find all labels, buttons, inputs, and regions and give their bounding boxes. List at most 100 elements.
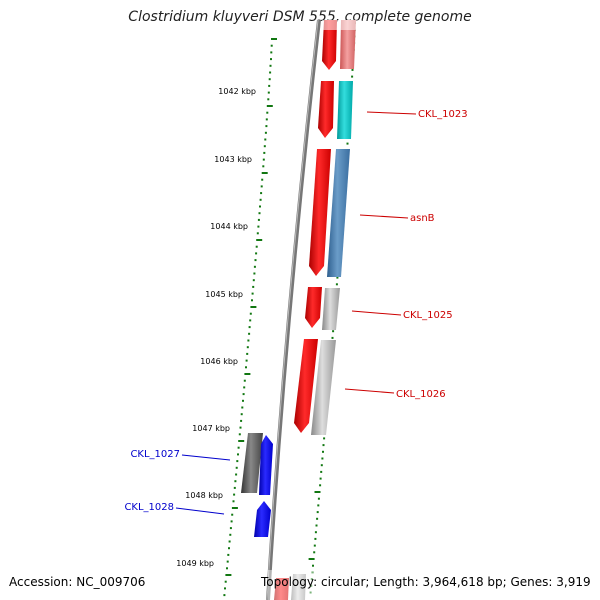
minor-tick — [246, 346, 249, 349]
minor-tick — [226, 567, 228, 570]
minor-tick — [235, 473, 238, 476]
minor-tick — [253, 265, 256, 268]
minor-tick — [263, 151, 266, 154]
minor-tick — [313, 551, 316, 554]
minor-tick — [259, 205, 261, 208]
minor-tick — [243, 386, 246, 389]
minor-tick — [229, 527, 232, 530]
minor-tick — [240, 413, 243, 416]
genome-stats-text: Topology: circular; Length: 3,964,618 bp… — [261, 575, 591, 589]
genome-backbone — [266, 19, 321, 600]
minor-tick — [246, 352, 249, 355]
minor-tick — [332, 330, 335, 333]
gene-feature-asnb[interactable] — [327, 149, 350, 277]
minor-tick — [317, 504, 320, 507]
minor-tick — [249, 319, 252, 322]
minor-tick — [309, 591, 312, 594]
cds-feature-ckl-1023[interactable] — [318, 81, 334, 138]
major-tick — [256, 239, 263, 241]
minor-tick — [322, 450, 324, 453]
cds-feature-asnb[interactable] — [309, 149, 331, 276]
cds-feature-ckl-1025[interactable] — [305, 287, 322, 328]
minor-tick — [251, 292, 254, 295]
gene-feature-ckl-1027[interactable] — [241, 433, 263, 493]
ruler-label-1049: 1049 kbp — [176, 559, 214, 568]
minor-tick — [260, 192, 263, 195]
gene-feature-ckl-1025[interactable] — [322, 288, 340, 330]
ruler-label-1047: 1047 kbp — [192, 424, 230, 433]
minor-tick — [240, 419, 243, 422]
callout-line-ckl-1027 — [181, 454, 231, 461]
minor-tick — [241, 406, 244, 409]
major-tick — [250, 306, 257, 308]
minor-tick — [346, 142, 349, 145]
minor-tick — [269, 71, 272, 74]
minor-tick — [237, 453, 239, 456]
minor-tick — [224, 580, 227, 583]
minor-tick — [257, 225, 260, 228]
minor-tick — [248, 332, 251, 335]
ruler-label-1042: 1042 kbp — [218, 87, 256, 96]
minor-tick — [242, 399, 244, 402]
minor-tick — [252, 285, 255, 288]
minor-tick — [249, 312, 252, 315]
gene-label-ckl-1027[interactable]: CKL_1027 — [130, 449, 180, 460]
gene-label-ckl-1026[interactable]: CKL_1026 — [396, 389, 446, 400]
minor-tick — [251, 299, 253, 302]
major-tick — [225, 574, 232, 576]
gene-feature-bottom[interactable] — [291, 574, 306, 600]
minor-tick — [321, 457, 324, 460]
minor-tick — [233, 486, 236, 489]
minor-tick — [313, 544, 316, 547]
minor-tick — [322, 444, 325, 447]
minor-tick — [232, 500, 235, 503]
minor-tick — [264, 131, 267, 134]
minor-tick — [269, 64, 272, 67]
cds-feature-top[interactable] — [322, 20, 337, 70]
minor-tick — [254, 259, 257, 262]
minor-tick — [317, 497, 320, 500]
minor-tick — [323, 437, 326, 440]
minor-tick — [256, 232, 259, 235]
minor-tick — [231, 513, 234, 516]
cds-feature-ckl-1028[interactable] — [254, 501, 271, 537]
minor-tick — [226, 560, 229, 563]
major-tick — [266, 105, 273, 107]
minor-tick — [270, 44, 273, 47]
map-title: Clostridium kluyveri DSM 555, complete g… — [128, 9, 472, 25]
minor-tick — [230, 520, 233, 523]
accession-text: Accession: NC_009706 — [9, 575, 146, 589]
minor-tick — [320, 470, 323, 473]
minor-tick — [228, 540, 231, 543]
gene-label-asnb[interactable]: asnB — [410, 213, 435, 224]
major-tick — [261, 172, 268, 174]
minor-tick — [258, 212, 261, 215]
minor-tick — [335, 283, 338, 286]
minor-tick — [320, 464, 323, 467]
minor-tick — [259, 198, 262, 201]
minor-tick — [265, 125, 268, 128]
cds-feature-ckl-1026[interactable] — [294, 339, 318, 433]
minor-tick — [270, 51, 273, 54]
minor-tick — [257, 218, 260, 221]
minor-tick — [243, 379, 246, 382]
callout-line-ckl-1028 — [175, 507, 225, 515]
callout-line-asnb — [359, 214, 409, 219]
minor-tick — [242, 393, 245, 396]
gene-label-ckl-1023[interactable]: CKL_1023 — [418, 109, 468, 120]
minor-tick — [264, 138, 267, 141]
major-tick — [308, 558, 315, 560]
gene-feature-top[interactable] — [340, 20, 356, 69]
gene-feature-ckl-1026[interactable] — [311, 340, 336, 435]
cds-feature-bottom[interactable] — [274, 578, 289, 600]
gene-label-ckl-1025[interactable]: CKL_1025 — [403, 310, 453, 321]
minor-tick — [247, 339, 250, 342]
minor-tick — [310, 578, 313, 581]
genome-backbone-highlight — [266, 19, 319, 600]
ruler-label-1046: 1046 kbp — [200, 357, 238, 366]
gene-label-ckl-1028[interactable]: CKL_1028 — [124, 502, 174, 513]
cds-feature-ckl-1027[interactable] — [259, 435, 273, 495]
gene-feature-ckl-1023[interactable] — [337, 81, 353, 139]
major-tick — [244, 373, 251, 375]
